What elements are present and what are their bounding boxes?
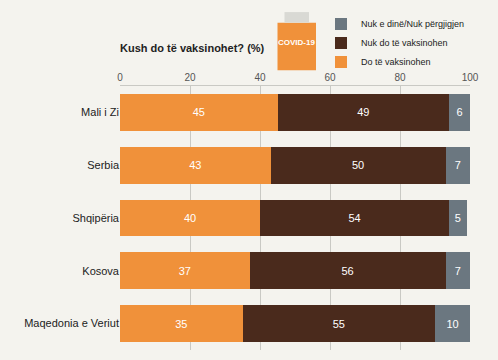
svg-text:10: 10 bbox=[446, 318, 458, 330]
svg-text:20: 20 bbox=[184, 72, 196, 83]
svg-text:35: 35 bbox=[175, 318, 187, 330]
svg-text:37: 37 bbox=[179, 265, 191, 277]
svg-text:Serbia: Serbia bbox=[87, 159, 120, 171]
svg-text:50: 50 bbox=[352, 159, 364, 171]
svg-text:56: 56 bbox=[341, 265, 353, 277]
svg-text:0: 0 bbox=[117, 72, 123, 83]
svg-text:Nuk do të vaksinohen: Nuk do të vaksinohen bbox=[361, 38, 448, 48]
svg-text:5: 5 bbox=[455, 212, 461, 224]
svg-text:COVID-19: COVID-19 bbox=[278, 38, 315, 47]
svg-text:100: 100 bbox=[462, 72, 479, 83]
svg-text:55: 55 bbox=[333, 318, 345, 330]
svg-text:60: 60 bbox=[324, 72, 336, 83]
svg-text:7: 7 bbox=[455, 265, 461, 277]
svg-text:40: 40 bbox=[254, 72, 266, 83]
svg-text:43: 43 bbox=[189, 159, 201, 171]
svg-text:7: 7 bbox=[455, 159, 461, 171]
svg-text:Mali i Zi: Mali i Zi bbox=[81, 106, 119, 118]
svg-text:40: 40 bbox=[184, 212, 196, 224]
svg-text:54: 54 bbox=[348, 212, 360, 224]
svg-text:Kush do të vaksinohet? (%): Kush do të vaksinohet? (%) bbox=[120, 42, 265, 54]
svg-text:Nuk e dinë/Nuk përgjigjen: Nuk e dinë/Nuk përgjigjen bbox=[361, 19, 464, 29]
svg-text:6: 6 bbox=[456, 106, 462, 118]
svg-text:Shqipëria: Shqipëria bbox=[73, 212, 120, 224]
svg-text:Do të vaksinohen: Do të vaksinohen bbox=[361, 57, 431, 67]
svg-text:80: 80 bbox=[394, 72, 406, 83]
svg-text:49: 49 bbox=[357, 106, 369, 118]
svg-text:Maqedonia e Veriut: Maqedonia e Veriut bbox=[24, 317, 119, 329]
svg-text:45: 45 bbox=[193, 106, 205, 118]
svg-text:Kosova: Kosova bbox=[82, 265, 120, 277]
